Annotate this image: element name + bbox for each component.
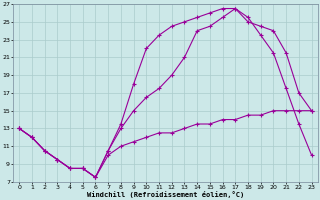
- X-axis label: Windchill (Refroidissement éolien,°C): Windchill (Refroidissement éolien,°C): [87, 191, 244, 198]
